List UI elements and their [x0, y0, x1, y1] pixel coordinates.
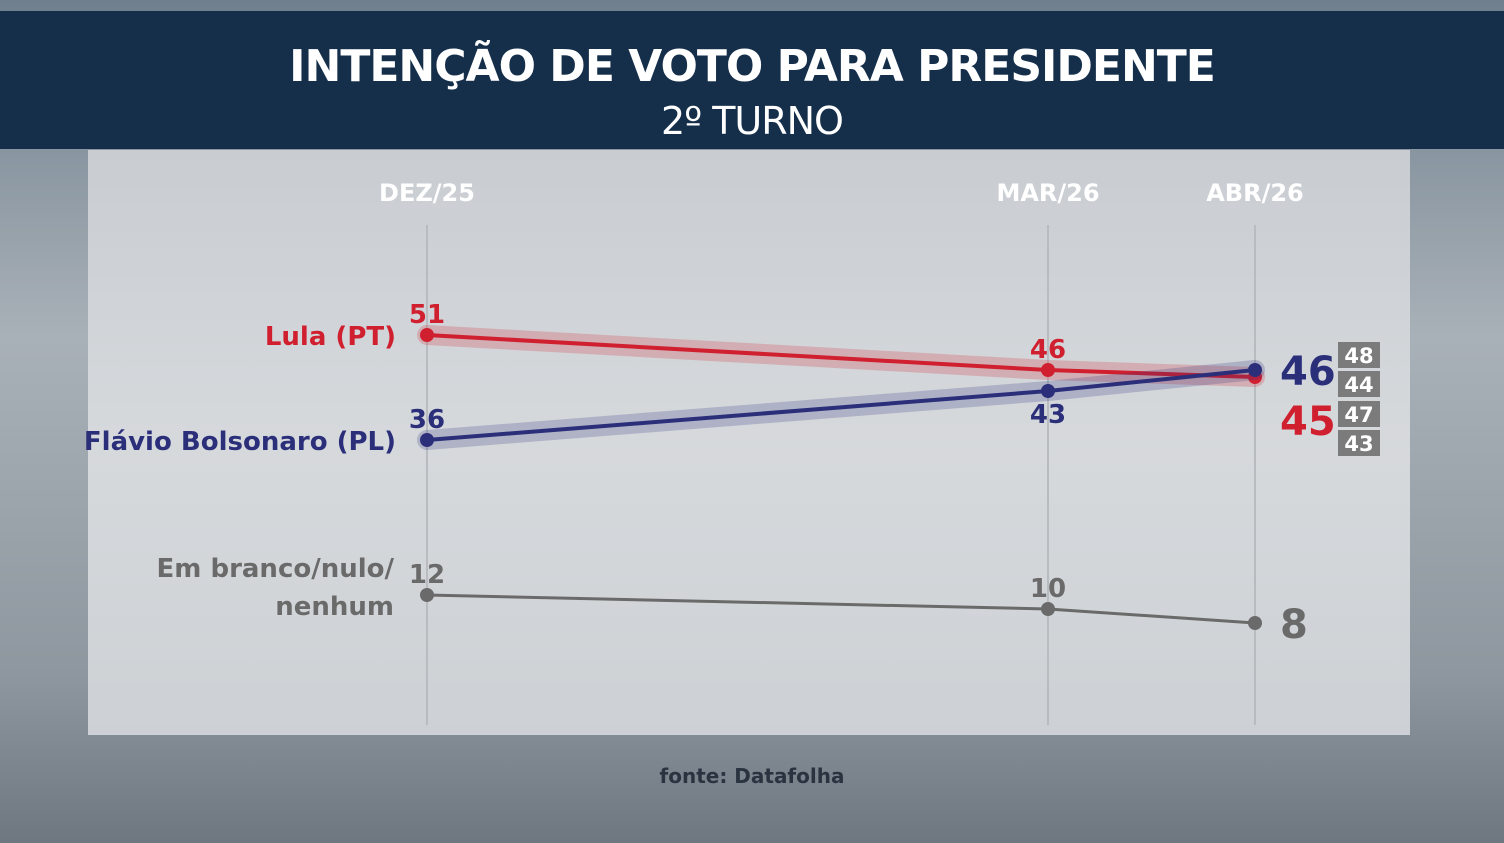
data-point: [1041, 384, 1055, 398]
chart-subtitle: 2º TURNO: [661, 99, 844, 143]
chart-title: INTENÇÃO DE VOTO PARA PRESIDENTE: [289, 41, 1216, 92]
margin-box: [1338, 342, 1380, 368]
data-point: [420, 433, 434, 447]
data-label: 12: [409, 560, 445, 590]
margin-value: 48: [1344, 344, 1373, 368]
chart-header: INTENÇÃO DE VOTO PARA PRESIDENTE 2º TURN…: [0, 11, 1504, 149]
series-label: Lula (PT): [265, 322, 396, 352]
data-label: 46: [1030, 335, 1066, 365]
data-label: 43: [1030, 400, 1066, 430]
final-value-label: 8: [1280, 602, 1308, 648]
x-tick-label: MAR/26: [996, 179, 1099, 207]
data-point: [1041, 363, 1055, 377]
series-line: [426, 593, 1256, 625]
margin-value: 47: [1344, 403, 1373, 427]
margin-box: [1338, 401, 1380, 427]
chart-source: fonte: Datafolha: [659, 764, 845, 788]
final-value-label: 45: [1280, 399, 1336, 445]
data-point: [420, 588, 434, 602]
final-value-label: 46: [1280, 349, 1336, 395]
data-point: [1248, 363, 1262, 377]
series-label: Flávio Bolsonaro (PL): [84, 427, 396, 457]
margin-value: 43: [1344, 432, 1373, 456]
data-label: 51: [409, 300, 445, 330]
x-tick-label: ABR/26: [1206, 179, 1304, 207]
series-label: Em branco/nulo/: [157, 554, 395, 584]
data-point: [420, 328, 434, 342]
data-label: 10: [1030, 574, 1066, 604]
margin-value: 44: [1344, 373, 1373, 397]
data-label: 36: [409, 405, 445, 435]
margin-box: [1338, 430, 1380, 456]
data-point: [1041, 602, 1055, 616]
chart-panel: [88, 150, 1410, 735]
x-tick-label: DEZ/25: [379, 179, 475, 207]
margin-box: [1338, 371, 1380, 397]
data-point: [1248, 616, 1262, 630]
series-label: nenhum: [275, 592, 394, 622]
